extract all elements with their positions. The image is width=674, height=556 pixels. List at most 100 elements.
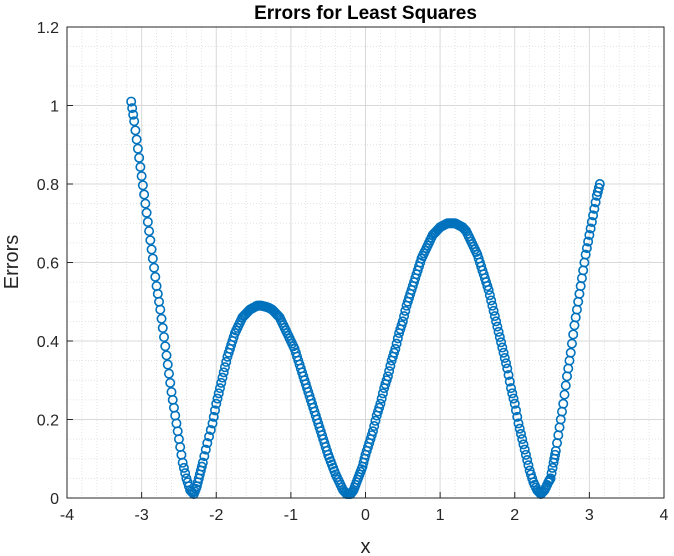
x-axis-label: x (361, 536, 371, 556)
data-point-interp (518, 439, 529, 450)
data-point-interp (178, 462, 189, 473)
data-point (367, 426, 378, 437)
data-point-interp (519, 444, 530, 455)
x-tick-label: 2 (510, 507, 519, 524)
y-tick-label: 0.4 (37, 334, 59, 351)
data-point (218, 367, 229, 378)
data-point-interp (377, 388, 388, 399)
data-point-interp (130, 125, 141, 136)
data-point-interp (384, 366, 395, 377)
data-point (390, 343, 401, 354)
data-point-interp (210, 405, 221, 416)
data-point-interp (559, 389, 570, 400)
data-point (132, 143, 143, 154)
data-point-interp (504, 376, 515, 387)
chart-title: Errors for Least Squares (254, 3, 477, 24)
data-point (520, 449, 531, 460)
data-point-interp (142, 216, 153, 227)
data-point-interp (515, 428, 526, 439)
data-point-interp (488, 305, 499, 316)
data-point (580, 249, 591, 260)
data-point-interp (585, 223, 596, 234)
data-point-interp (512, 411, 523, 422)
data-point (147, 253, 158, 264)
data-point-interp (496, 337, 507, 348)
data-point-interp (156, 313, 167, 324)
data-point (506, 383, 517, 394)
data-point-interp (163, 368, 174, 379)
data-point-interp (510, 405, 521, 416)
data-point (162, 359, 173, 370)
data-point (584, 230, 595, 241)
data-point (207, 418, 218, 429)
data-point-interp (492, 321, 503, 332)
data-point-interp (593, 182, 604, 193)
data-point-interp (212, 393, 223, 404)
data-point-interp (131, 134, 142, 145)
data-point-interp (127, 103, 138, 114)
data-point-interp (217, 372, 228, 383)
data-point-interp (208, 411, 219, 422)
y-axis-ticks: 0 0.2 0.4 0.6 0.8 1 1.2 (37, 20, 73, 508)
data-point-interp (568, 329, 579, 340)
data-point-interp (180, 468, 191, 479)
data-point-interp (205, 424, 216, 435)
data-point-interp (221, 356, 232, 367)
data-point-interp (128, 109, 139, 120)
y-tick-label: 0.2 (37, 413, 59, 430)
data-point-interp (566, 338, 577, 349)
data-point (155, 304, 166, 315)
data-point (513, 418, 524, 429)
data-point-interp (547, 462, 558, 473)
data-point-interp (216, 377, 227, 388)
data-point-interp (149, 262, 160, 273)
data-point-interp (589, 203, 600, 214)
data-point (214, 383, 225, 394)
data-point (382, 371, 393, 382)
data-point-interp (583, 236, 594, 247)
data-point (375, 398, 386, 409)
data-point (136, 171, 147, 182)
data-point (594, 179, 605, 190)
data-point-interp (199, 451, 210, 462)
data-point (498, 347, 509, 358)
data-point-interp (196, 461, 207, 472)
y-tick-label: 1 (50, 99, 59, 116)
data-point (140, 198, 151, 209)
data-point (159, 332, 170, 343)
data-point-interp (392, 333, 403, 344)
y-tick-label: 0 (50, 491, 59, 508)
x-axis-ticks: -4 -3 -2 -1 0 1 2 3 4 (60, 492, 669, 524)
data-point (517, 434, 528, 445)
data-point (144, 226, 155, 237)
data-point-interp (581, 243, 592, 254)
x-tick-label: -1 (284, 507, 298, 524)
data-point-interp (590, 197, 601, 208)
data-point-interp (489, 311, 500, 322)
data-point-interp (507, 388, 518, 399)
data-point-interp (550, 449, 561, 460)
data-point-interp (134, 152, 145, 163)
y-axis-label: Errors (1, 235, 23, 289)
data-point-interp (499, 353, 510, 364)
data-point-interp (346, 487, 357, 498)
data-point (487, 300, 498, 311)
data-point-interp (139, 189, 150, 200)
x-tick-label: -4 (60, 507, 74, 524)
data-point (502, 363, 513, 374)
data-point (483, 284, 494, 295)
data-point-interp (385, 360, 396, 371)
data-point-interp (501, 358, 512, 369)
data-point (397, 316, 408, 327)
data-point (558, 398, 569, 409)
data-point-interp (135, 161, 146, 172)
data-point-interp (145, 235, 156, 246)
data-point-interp (200, 444, 211, 455)
data-point-interp (213, 388, 224, 399)
data-point-interp (514, 423, 525, 434)
data-point-interp (370, 415, 381, 426)
data-point (509, 398, 520, 409)
x-tick-label: 4 (660, 507, 669, 524)
data-point-interp (586, 216, 597, 227)
